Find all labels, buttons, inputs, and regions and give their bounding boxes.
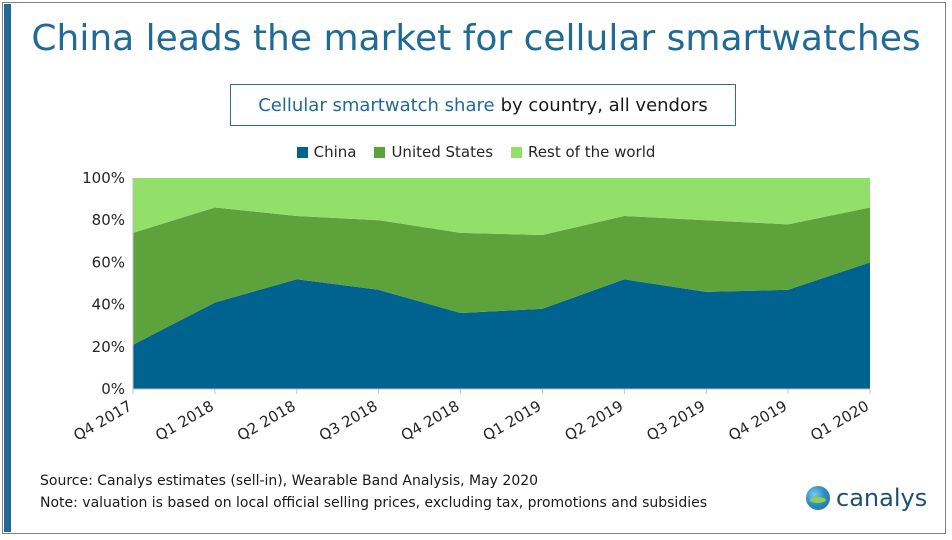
x-tick-label: Q4 2019 xyxy=(725,397,790,445)
globe-icon xyxy=(806,486,830,510)
chart-subtitle-box: Cellular smartwatch share by country, al… xyxy=(230,84,736,126)
y-tick-label: 0% xyxy=(101,380,125,398)
slide-frame xyxy=(2,2,946,534)
legend-swatch-us xyxy=(374,146,386,158)
subtitle-rest: by country, all vendors xyxy=(500,94,708,116)
x-tick-label: Q3 2019 xyxy=(644,397,709,445)
legend-swatch-china xyxy=(296,146,308,158)
x-tick-label: Q4 2017 xyxy=(70,397,135,445)
logo-text: canalys xyxy=(836,484,928,512)
x-tick-label: Q1 2018 xyxy=(152,397,217,445)
x-tick-label: Q3 2018 xyxy=(316,397,381,445)
note-text: Note: valuation is based on local offici… xyxy=(40,495,707,511)
legend-item-us: United States xyxy=(374,143,493,161)
canalys-logo: canalys xyxy=(806,484,927,512)
x-tick-label: Q2 2019 xyxy=(562,397,627,445)
x-tick-label: Q1 2019 xyxy=(480,397,545,445)
source-text: Source: Canalys estimates (sell-in), Wea… xyxy=(40,473,539,489)
x-tick-label: Q2 2018 xyxy=(234,397,299,445)
legend-item-china: China xyxy=(296,143,357,161)
legend-item-rest: Rest of the world xyxy=(511,143,655,161)
area-china xyxy=(133,262,870,389)
area-united-states xyxy=(133,207,870,345)
x-tick-label: Q4 2018 xyxy=(398,397,463,445)
chart-legend: China United States Rest of the world xyxy=(0,143,952,161)
legend-swatch-rest xyxy=(511,146,523,158)
y-tick-label: 40% xyxy=(92,296,125,314)
footer-notes: Source: Canalys estimates (sell-in), Wea… xyxy=(40,470,707,514)
subtitle-highlight: Cellular smartwatch share xyxy=(258,94,495,116)
y-tick-label: 100% xyxy=(82,169,125,187)
y-tick-label: 80% xyxy=(92,211,125,229)
y-tick-label: 60% xyxy=(92,253,125,271)
legend-label-rest: Rest of the world xyxy=(528,143,656,161)
area-rest-of-world xyxy=(133,178,870,235)
legend-label-china: China xyxy=(313,143,357,161)
legend-label-us: United States xyxy=(391,143,494,161)
x-tick-label: Q1 2020 xyxy=(807,397,872,445)
page-title: China leads the market for cellular smar… xyxy=(31,18,921,59)
y-tick-label: 20% xyxy=(92,338,125,356)
accent-bar xyxy=(4,4,11,532)
